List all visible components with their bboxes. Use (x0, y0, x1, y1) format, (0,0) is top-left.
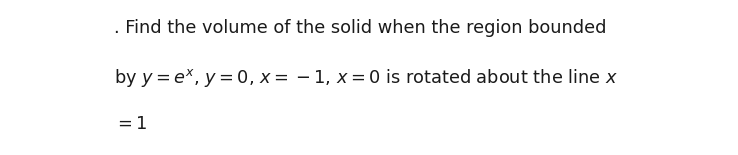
Text: by $y = e^x$, $y = 0$, $x = -1$, $x = 0$ is rotated about the line $x$: by $y = e^x$, $y = 0$, $x = -1$, $x = 0$… (114, 67, 618, 89)
Text: . Find the volume of the solid when the region bounded: . Find the volume of the solid when the … (114, 19, 607, 37)
Text: $= 1$: $= 1$ (114, 115, 148, 133)
